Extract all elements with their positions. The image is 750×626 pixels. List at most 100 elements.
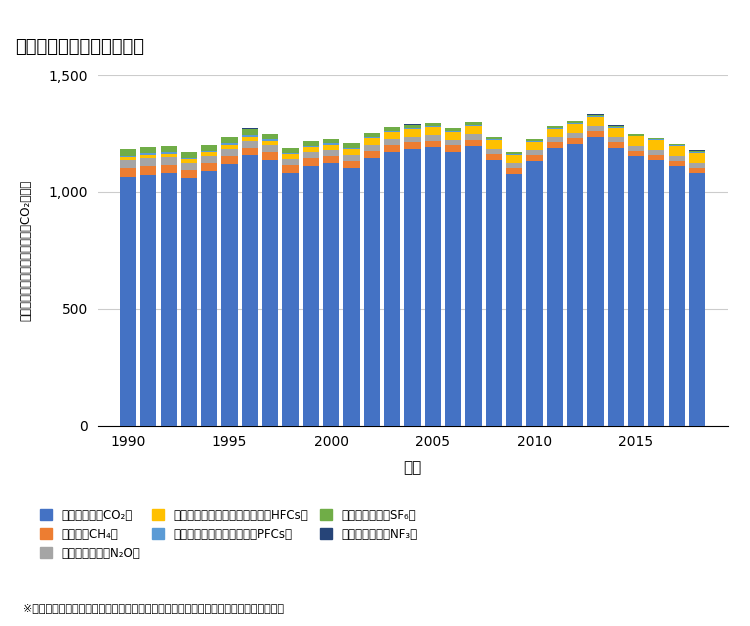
Bar — [668, 146, 685, 156]
Bar — [506, 174, 522, 426]
Bar — [221, 137, 238, 143]
Bar — [486, 137, 502, 140]
Bar — [506, 163, 522, 168]
Bar — [303, 152, 319, 158]
Bar — [547, 126, 563, 128]
Bar — [364, 151, 380, 158]
Bar — [181, 160, 197, 163]
Bar — [364, 145, 380, 151]
Bar — [648, 138, 664, 140]
Bar — [628, 151, 644, 156]
Bar — [221, 145, 238, 149]
Bar — [344, 161, 360, 168]
Bar — [587, 126, 604, 131]
Bar — [526, 139, 542, 141]
Bar — [384, 152, 400, 426]
Bar — [668, 156, 685, 161]
Bar — [567, 133, 584, 138]
Bar — [262, 134, 278, 140]
Bar — [567, 138, 584, 143]
Bar — [140, 153, 157, 155]
Bar — [262, 141, 278, 145]
Bar — [283, 153, 298, 154]
Bar — [465, 125, 482, 126]
Bar — [160, 146, 177, 152]
Bar — [160, 157, 177, 165]
Bar — [323, 143, 339, 145]
Bar — [668, 144, 685, 145]
Bar — [668, 167, 685, 426]
Bar — [506, 154, 522, 155]
Bar — [648, 140, 664, 150]
Bar — [384, 139, 400, 145]
Bar — [120, 177, 136, 426]
Bar — [262, 152, 278, 160]
Bar — [120, 157, 136, 160]
Bar — [384, 145, 400, 152]
Bar — [323, 156, 339, 163]
Bar — [628, 146, 644, 151]
Bar — [465, 146, 482, 426]
Bar — [424, 123, 441, 126]
Bar — [364, 137, 380, 138]
Text: 日本の温室効果ガス排出量: 日本の温室効果ガス排出量 — [15, 38, 144, 56]
Legend: 二酸化炭素（CO₂）, メタン（CH₄）, 一酸化二窒素（N₂O）, ハイドロフルオロカーボン類（HFCs）, パーフルオロカーボン類（PFCs）, 六ふっ化硫: 二酸化炭素（CO₂）, メタン（CH₄）, 一酸化二窒素（N₂O）, ハイドロフ… — [40, 509, 418, 560]
Bar — [689, 153, 705, 163]
Bar — [323, 163, 339, 426]
Bar — [344, 148, 360, 149]
Bar — [262, 140, 278, 141]
Bar — [567, 123, 584, 124]
Bar — [587, 117, 604, 126]
Bar — [323, 145, 339, 150]
Bar — [323, 139, 339, 143]
Text: ※出典　温室効果ガスインベントリオフィス（国立環境研究所）のデータをもとに作成: ※出典 温室効果ガスインベントリオフィス（国立環境研究所）のデータをもとに作成 — [22, 603, 284, 613]
Bar — [547, 128, 563, 137]
Bar — [140, 147, 157, 153]
Bar — [344, 168, 360, 426]
Bar — [120, 149, 136, 155]
Bar — [668, 161, 685, 167]
Bar — [506, 151, 522, 154]
Bar — [160, 154, 177, 157]
Bar — [160, 165, 177, 173]
Bar — [404, 128, 421, 130]
Bar — [689, 152, 705, 153]
Bar — [424, 141, 441, 147]
Bar — [344, 149, 360, 155]
Bar — [242, 136, 258, 141]
Bar — [424, 147, 441, 426]
Bar — [404, 130, 421, 136]
Bar — [384, 132, 400, 139]
Bar — [628, 136, 644, 146]
Bar — [283, 173, 298, 426]
Bar — [404, 149, 421, 426]
Bar — [140, 166, 157, 175]
Bar — [424, 127, 441, 135]
Bar — [445, 140, 461, 145]
Bar — [140, 158, 157, 166]
Bar — [526, 150, 542, 155]
Bar — [445, 128, 461, 131]
Bar — [608, 137, 624, 142]
Bar — [608, 127, 624, 128]
Bar — [424, 126, 441, 127]
Bar — [526, 155, 542, 161]
Bar — [262, 160, 278, 426]
Bar — [303, 147, 319, 152]
Bar — [181, 170, 197, 178]
Bar — [120, 155, 136, 157]
Bar — [160, 152, 177, 154]
Bar — [303, 158, 319, 165]
Bar — [486, 154, 502, 160]
Bar — [608, 126, 624, 127]
Bar — [608, 142, 624, 148]
Bar — [628, 134, 644, 136]
Bar — [668, 145, 685, 146]
Bar — [181, 178, 197, 426]
Bar — [181, 151, 197, 158]
Bar — [404, 125, 421, 128]
Text: 温室効果ガス排出量（百万トンCO₂換算）: 温室効果ガス排出量（百万トンCO₂換算） — [20, 180, 33, 321]
Bar — [445, 145, 461, 151]
Bar — [303, 146, 319, 147]
Bar — [587, 137, 604, 426]
